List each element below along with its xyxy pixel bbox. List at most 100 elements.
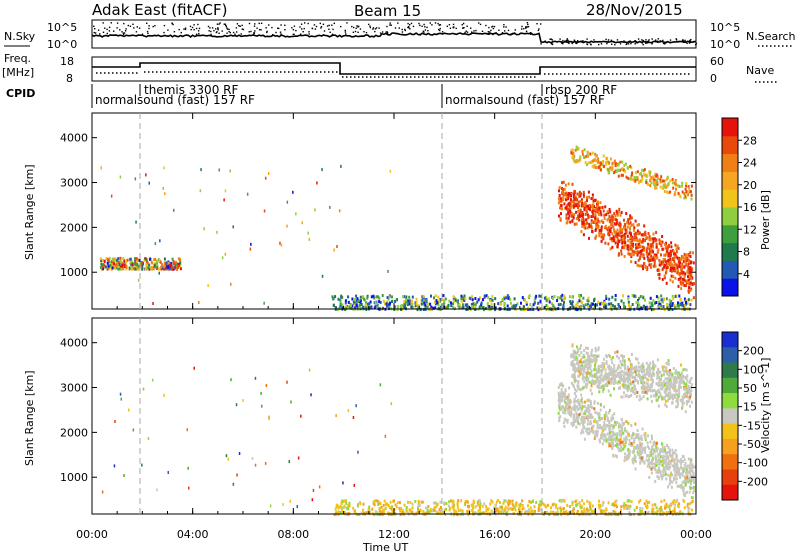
scatter-cell	[691, 465, 694, 469]
scatter-cell	[685, 476, 688, 480]
scatter-cell	[640, 233, 643, 237]
nsearch-dot	[409, 28, 411, 30]
freq-tick-left-bottom: 8	[66, 72, 73, 85]
scatter-cell	[689, 391, 691, 395]
scatter-cell	[636, 429, 639, 432]
scatter-cell	[526, 510, 529, 514]
scatter-cell	[567, 411, 570, 415]
scatter-cell	[639, 450, 641, 454]
scatter-cell	[620, 173, 623, 177]
nsearch-dot	[688, 42, 691, 44]
scatter-cell	[633, 439, 636, 443]
nsearch-dot	[630, 42, 632, 45]
colorbar-tick-label: 16	[743, 201, 757, 214]
scatter-cell	[660, 374, 663, 377]
scatter-cell	[622, 443, 625, 447]
scatter-cell	[667, 373, 670, 377]
scatter-cell	[663, 498, 666, 502]
scatter-cell	[643, 385, 646, 389]
scatter-cell	[650, 394, 653, 398]
scatter-cell	[660, 508, 663, 512]
nsearch-dot	[647, 42, 649, 44]
scatter-cell	[591, 406, 594, 410]
nsearch-dot	[473, 30, 475, 32]
scatter-cell	[652, 366, 655, 370]
scatter-cell	[616, 371, 619, 375]
scatter-cell	[638, 257, 641, 261]
colorbar-tick-label: 4	[743, 268, 750, 281]
scatter-cell	[651, 389, 654, 393]
scatter-cell	[527, 306, 530, 310]
scatter-cell	[597, 346, 600, 350]
scatter-cell	[565, 191, 568, 195]
scatter-cell	[639, 295, 642, 298]
scatter-cell	[620, 426, 623, 430]
scatter-cell	[610, 368, 613, 372]
scatter-cell	[652, 394, 655, 398]
scatter-cell	[636, 229, 639, 233]
scatter-cell	[602, 236, 605, 240]
scatter-cell	[635, 435, 637, 439]
scatter-cell	[652, 299, 655, 302]
scatter-cell	[640, 252, 643, 256]
scatter-cell	[411, 306, 414, 310]
scatter-cell	[568, 194, 571, 198]
scatter-cell	[682, 498, 685, 502]
scatter-cell	[489, 299, 492, 303]
scatter-cell	[573, 413, 575, 417]
scatter-cell	[658, 383, 661, 387]
scatter-cell	[596, 205, 599, 208]
scatter-cell	[661, 365, 664, 369]
nsearch-dot	[108, 30, 111, 32]
scatter-cell	[627, 448, 630, 452]
scatter-cell	[615, 369, 617, 373]
scatter-cell	[635, 171, 637, 175]
scatter-cell	[461, 306, 464, 310]
scatter-cell	[574, 148, 577, 152]
scatter-cell	[582, 369, 585, 373]
scatter-cell	[681, 380, 684, 384]
scatter-cell	[602, 424, 605, 427]
scatter-cell	[582, 213, 585, 216]
scatter-cell	[606, 167, 609, 171]
scatter-cell	[165, 261, 168, 265]
scatter-cell	[630, 365, 633, 369]
scatter-cell	[646, 501, 649, 505]
nsearch-dot	[295, 29, 297, 32]
scatter-cell	[669, 380, 672, 384]
scatter-cell	[599, 504, 602, 507]
scatter-cell	[664, 377, 667, 381]
scatter-cell	[597, 368, 600, 372]
scatter-cell	[579, 158, 582, 162]
scatter-cell	[688, 397, 691, 401]
scatter-cell	[138, 258, 141, 262]
scatter-cell	[611, 239, 614, 243]
scatter-cell	[684, 259, 687, 263]
scatter-cell	[580, 301, 583, 304]
scatter-cell	[664, 448, 666, 452]
nsearch-dot	[172, 23, 174, 26]
scatter-cell	[578, 212, 581, 216]
scatter-cell	[578, 294, 581, 297]
scatter-cell	[172, 262, 175, 265]
scatter-cell	[378, 506, 381, 510]
scatter-cell	[673, 466, 676, 469]
scatter-cell	[674, 369, 677, 373]
scatter-cell	[618, 207, 621, 211]
scatter-cell	[223, 198, 225, 202]
scatter-cell	[571, 302, 574, 306]
scatter-cell	[598, 418, 601, 422]
scatter-cell	[593, 358, 596, 362]
scatter-cell	[669, 251, 672, 255]
scatter-cell	[654, 456, 657, 460]
scatter-cell	[425, 506, 427, 510]
scatter-cell	[648, 454, 651, 458]
nsearch-dot	[423, 23, 425, 26]
scatter-cell	[681, 480, 684, 484]
scatter-cell	[644, 386, 647, 390]
scatter-cell	[662, 305, 665, 309]
scatter-cell	[580, 397, 583, 401]
scatter-cell	[597, 219, 600, 223]
scatter-cell	[634, 261, 637, 264]
nsky-tick-left-top: 10^5	[47, 21, 77, 34]
